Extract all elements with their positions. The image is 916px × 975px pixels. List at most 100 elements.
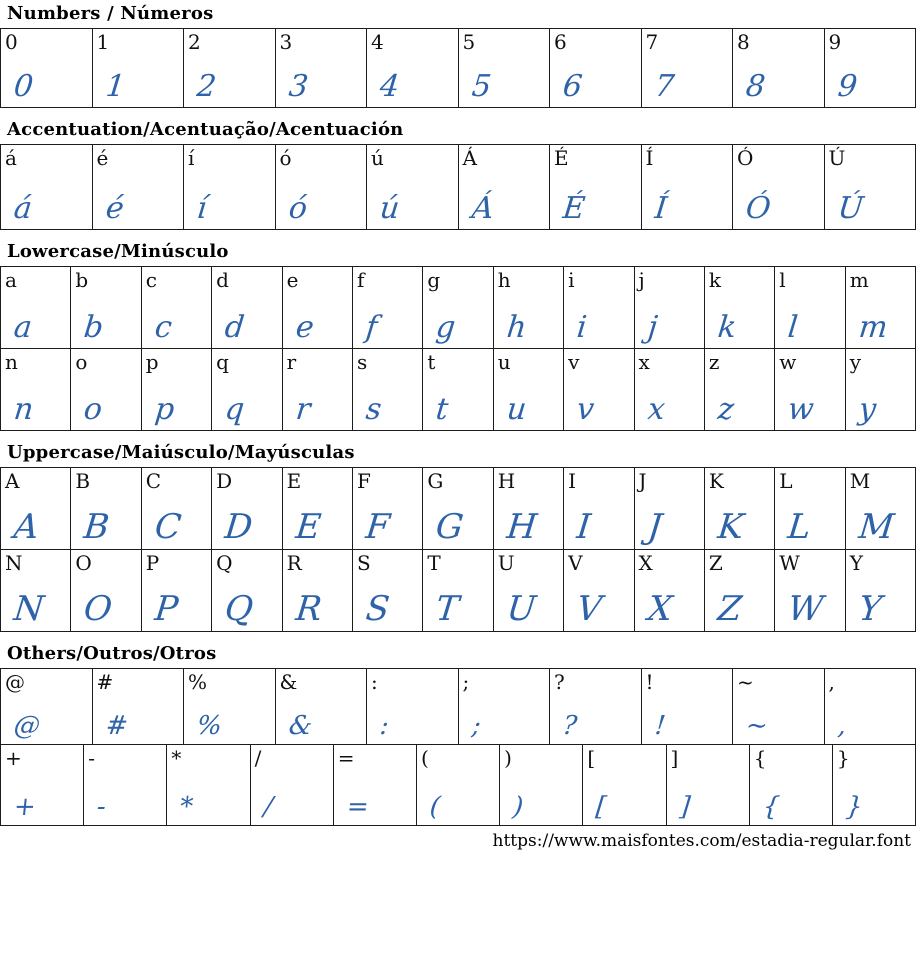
script-glyph: ~	[744, 711, 770, 741]
plain-char: t	[427, 350, 436, 374]
script-glyph: k	[716, 310, 738, 345]
plain-char: (	[420, 746, 429, 770]
glyph-cell: %%	[183, 668, 276, 745]
script-glyph: y	[856, 392, 878, 427]
section-accentuation: Accentuation/Acentuação/Acentuación á á é é í…	[0, 119, 916, 230]
script-glyph: C	[152, 507, 183, 547]
plain-char: -	[88, 746, 95, 770]
plain-char: &	[279, 670, 298, 694]
plain-char: Ú	[828, 146, 846, 170]
script-glyph: /	[261, 792, 274, 822]
plain-char: y	[849, 350, 861, 374]
plain-char: Ó	[737, 146, 754, 170]
script-glyph: l	[786, 310, 800, 345]
plain-char: M	[849, 469, 871, 493]
script-glyph: Q	[223, 589, 256, 629]
script-glyph: Z	[715, 589, 744, 629]
section-numbers: Numbers / Números 0 0 1 1 2 2 3 3 4 4 5 5 6 6 7 7 8 8 9 9	[0, 3, 916, 108]
plain-char: }	[836, 746, 850, 770]
script-glyph: É	[561, 191, 587, 226]
script-glyph: K	[715, 507, 746, 547]
plain-char: á	[5, 146, 17, 170]
plain-char: q	[216, 350, 229, 374]
glyph-cell: + +	[0, 744, 85, 826]
script-glyph: j	[645, 310, 659, 345]
plain-char: w	[779, 350, 797, 374]
plain-char: ,	[828, 670, 835, 694]
plain-char: F	[356, 469, 371, 493]
plain-char: !	[645, 670, 654, 694]
plain-char: 7	[645, 30, 659, 54]
plain-char: 1	[96, 30, 110, 54]
script-glyph: d	[223, 310, 247, 345]
plain-char: É	[554, 146, 569, 170]
script-glyph: :	[378, 711, 391, 741]
script-glyph: -	[95, 792, 108, 822]
section-title: Lowercase/Minúsculo	[7, 241, 229, 262]
plain-char: l	[779, 268, 786, 292]
script-glyph: b	[82, 310, 106, 345]
script-glyph: s	[364, 392, 384, 427]
plain-char: b	[75, 268, 89, 292]
script-glyph: Á	[469, 191, 496, 226]
plain-char: x	[638, 350, 650, 374]
script-glyph: ú	[378, 191, 402, 226]
script-glyph: é	[103, 191, 126, 226]
plain-char: f	[356, 268, 365, 292]
plain-char: g	[427, 268, 441, 292]
script-glyph: Ó	[744, 191, 773, 226]
script-glyph: M	[856, 507, 896, 547]
script-glyph: X	[645, 589, 674, 629]
plain-char: 8	[737, 30, 750, 54]
plain-char: +	[5, 746, 22, 770]
script-glyph: [	[594, 792, 609, 822]
plain-char: ]	[670, 746, 679, 770]
plain-char: ó	[279, 146, 292, 170]
script-glyph: 4	[378, 69, 401, 104]
section-uppercase: Uppercase/Maiúsculo/Mayúsculas A A B B C C D D E E…	[0, 442, 916, 632]
script-glyph: 0	[12, 69, 35, 104]
glyph-cell: ??	[549, 668, 642, 745]
glyph-cell: / /	[249, 744, 334, 826]
plain-char: E	[286, 469, 302, 493]
plain-char: 6	[554, 30, 567, 54]
glyph-cell: }}	[831, 744, 916, 826]
script-glyph: x	[645, 392, 667, 427]
section-title: Numbers / Números	[7, 3, 214, 24]
specimen-sections: Numbers / Números 0 0 1 1 2 2 3 3 4 4 5 5 6 6 7 7 8 8 9 9 Acc…	[0, 3, 916, 826]
plain-char: ~	[737, 670, 754, 694]
script-glyph: h	[504, 310, 528, 345]
script-glyph: n	[12, 392, 36, 427]
plain-char: Q	[216, 551, 233, 575]
script-glyph: 6	[561, 69, 584, 104]
script-glyph: &	[286, 711, 314, 741]
plain-char: T	[427, 551, 441, 575]
